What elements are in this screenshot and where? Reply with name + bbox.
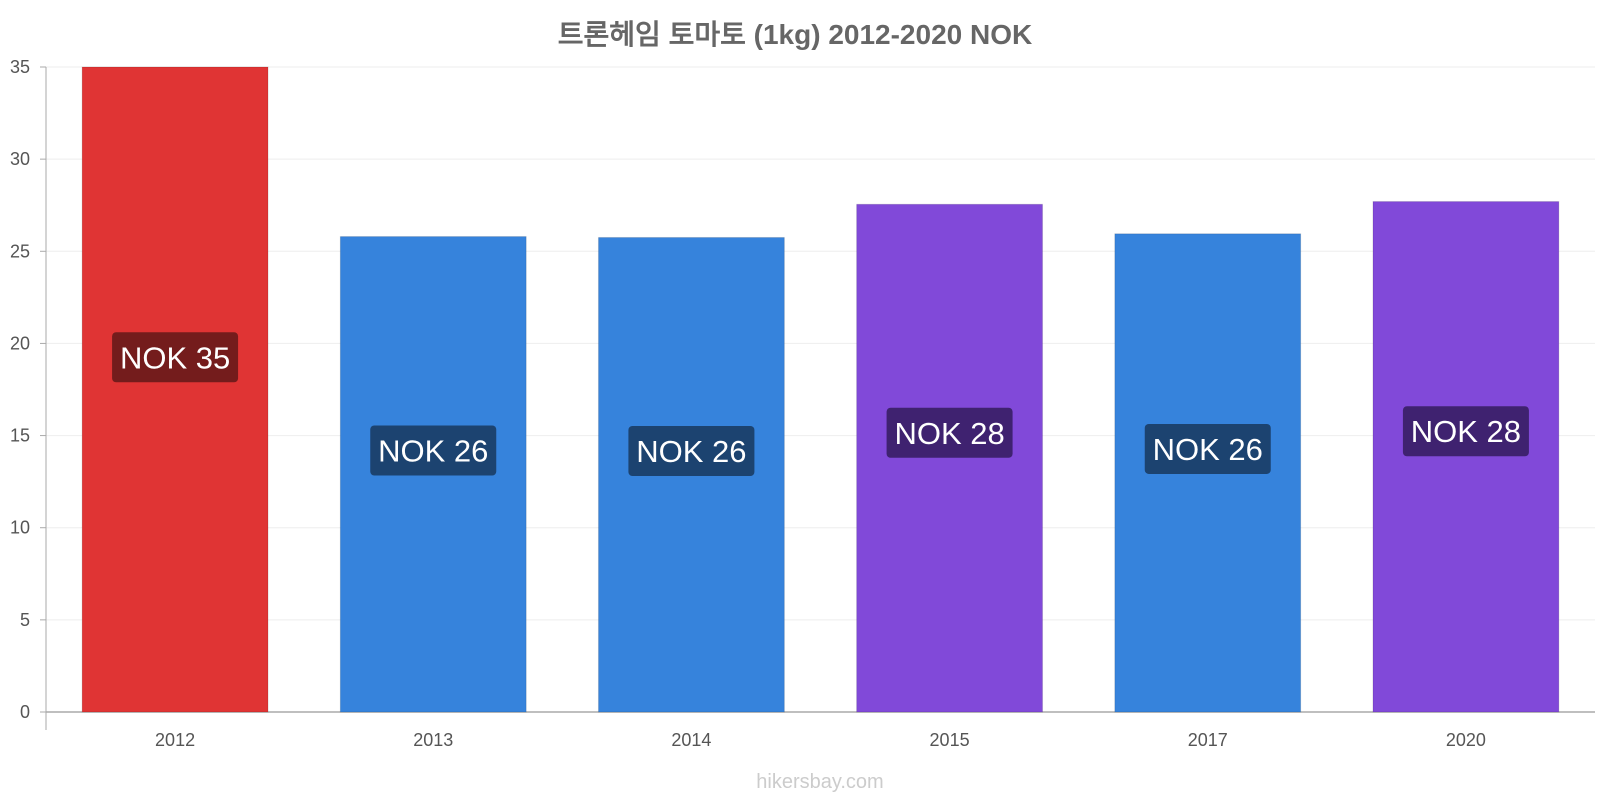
y-tick-label: 5 xyxy=(20,610,30,630)
x-tick-label: 2017 xyxy=(1188,730,1228,750)
data-label: NOK 26 xyxy=(378,433,488,468)
y-tick-label: 15 xyxy=(10,426,30,446)
x-tick-label: 2013 xyxy=(413,730,453,750)
x-tick-label: 2012 xyxy=(155,730,195,750)
data-label-badge xyxy=(886,407,1013,458)
y-tick-label: 25 xyxy=(10,241,30,261)
bar-2020[interactable] xyxy=(1372,201,1560,713)
data-label-badge xyxy=(628,426,755,477)
axis-layer: 0 5 10 15 20 25 30 35 2012 2013 2014 2015 2017 2020 xyxy=(10,57,1595,750)
data-label-badge xyxy=(112,332,239,383)
data-label: NOK 26 xyxy=(1153,432,1263,467)
data-label-badge xyxy=(1402,406,1529,457)
x-tick-label: 2014 xyxy=(671,730,711,750)
bar-2012[interactable] xyxy=(81,66,269,713)
x-tick-label: 2015 xyxy=(930,730,970,750)
bar-2015[interactable] xyxy=(856,203,1044,713)
data-label: NOK 26 xyxy=(636,434,746,469)
y-tick-label: 0 xyxy=(20,702,30,722)
grid-layer xyxy=(46,66,1595,621)
data-label: NOK 35 xyxy=(120,340,230,375)
data-label-badge xyxy=(370,425,497,476)
chart-title: 트론헤임 토마토 (1kg) 2012-2020 NOK xyxy=(558,19,1032,50)
bar-layer xyxy=(81,66,1560,713)
y-tick-label: 20 xyxy=(10,333,30,353)
y-tick-label: 10 xyxy=(10,518,30,538)
data-label: NOK 28 xyxy=(894,416,1004,451)
x-tick-label: 2020 xyxy=(1446,730,1486,750)
data-label-layer: NOK 35 NOK 26 NOK 26 NOK 28 NOK 26 NOK 28 xyxy=(112,332,1529,477)
y-tick-label: 35 xyxy=(10,57,30,77)
source-footer[interactable]: hikersbay.com xyxy=(756,771,883,793)
data-label: NOK 28 xyxy=(1411,414,1521,449)
y-tick-label: 30 xyxy=(10,149,30,169)
data-label-badge xyxy=(1144,423,1271,474)
